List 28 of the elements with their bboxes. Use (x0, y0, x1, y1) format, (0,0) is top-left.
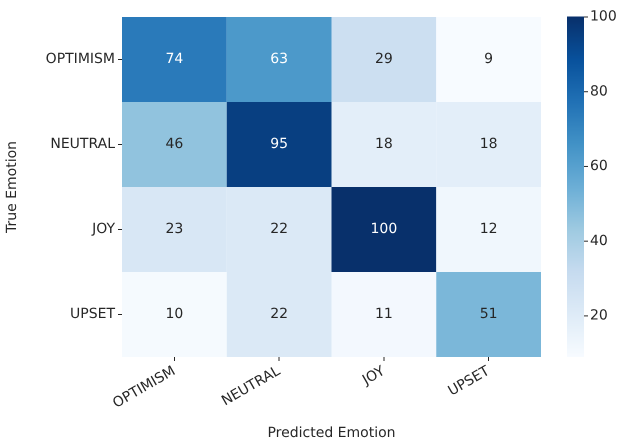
data-label: 95 (270, 136, 288, 152)
color-bar-label: 40 (590, 232, 608, 249)
y-tick-label: JOY (91, 221, 116, 238)
data-label: 18 (374, 136, 393, 152)
data-label: 23 (165, 221, 184, 238)
data-label: 74 (165, 51, 184, 68)
x-axis-title: Predicted Emotion (267, 425, 396, 442)
data-label: 29 (374, 51, 393, 68)
color-bar-label: 80 (590, 83, 608, 100)
color-bar-label: 100 (590, 8, 617, 25)
color-bar-label: 20 (590, 308, 608, 324)
data-label: 63 (270, 51, 288, 68)
y-tick-label: OPTIMISM (46, 51, 115, 68)
color-bar-label: 60 (590, 158, 608, 174)
x-tick-label: JOY (358, 362, 388, 389)
data-label: 12 (480, 221, 498, 238)
data-label: 46 (165, 136, 184, 152)
data-label: 100 (370, 221, 398, 238)
data-label: 22 (270, 306, 288, 322)
data-label: 51 (480, 306, 498, 322)
data-label: 11 (374, 306, 393, 322)
y-tick-label: NEUTRAL (50, 136, 116, 152)
y-tick-label: UPSET (70, 306, 116, 322)
y-axis-title: True Emotion (4, 140, 20, 234)
data-label: 22 (270, 221, 288, 238)
data-label: 18 (480, 136, 498, 152)
data-label: 9 (484, 51, 494, 68)
data-label: 10 (165, 306, 184, 322)
